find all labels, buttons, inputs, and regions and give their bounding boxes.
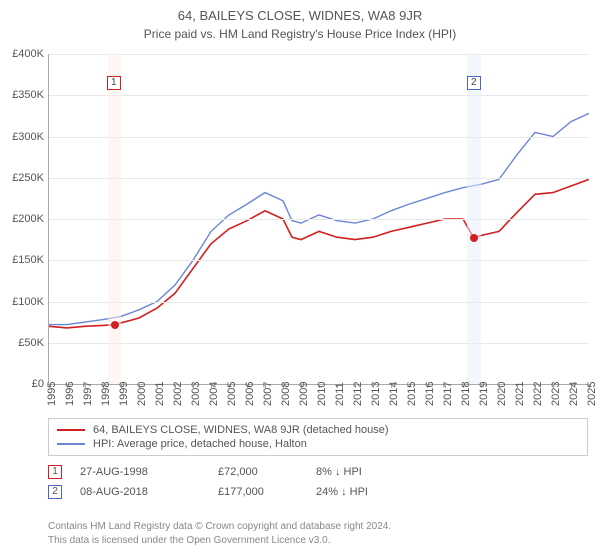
footer-line: Contains HM Land Registry data © Crown c… [48, 520, 588, 534]
y-tick-label: £400K [2, 48, 44, 60]
y-tick-label: £300K [2, 131, 44, 143]
x-tick-label: 2021 [514, 382, 526, 406]
x-tick-label: 2023 [550, 382, 562, 406]
highlight-band [108, 54, 122, 384]
transaction-row: 2 08-AUG-2018 £177,000 24% ↓ HPI [48, 482, 588, 502]
footer-attribution: Contains HM Land Registry data © Crown c… [48, 520, 588, 547]
transaction-date: 27-AUG-1998 [80, 466, 200, 478]
legend-label: HPI: Average price, detached house, Halt… [93, 438, 307, 450]
transaction-price: £177,000 [218, 486, 298, 498]
y-tick-label: £150K [2, 254, 44, 266]
transaction-row-marker: 1 [48, 465, 62, 479]
x-tick-label: 2004 [208, 382, 220, 406]
legend-swatch [57, 429, 85, 431]
transaction-pct-vs-hpi: 8% ↓ HPI [316, 466, 446, 478]
series-line [49, 179, 589, 328]
footer-line: This data is licensed under the Open Gov… [48, 534, 588, 548]
x-tick-label: 2013 [370, 382, 382, 406]
transaction-pct-vs-hpi: 24% ↓ HPI [316, 486, 446, 498]
x-tick-label: 2012 [352, 382, 364, 406]
x-tick-label: 1998 [100, 382, 112, 406]
x-tick-label: 2020 [496, 382, 508, 406]
transaction-date: 08-AUG-2018 [80, 486, 200, 498]
x-tick-label: 2017 [442, 382, 454, 406]
chart-legend: 64, BAILEYS CLOSE, WIDNES, WA8 9JR (deta… [48, 418, 588, 456]
x-tick-label: 2011 [334, 382, 346, 406]
x-tick-label: 1999 [118, 382, 130, 406]
y-gridline [49, 343, 589, 344]
x-tick-label: 2003 [190, 382, 202, 406]
y-gridline [49, 178, 589, 179]
transaction-marker: 1 [107, 76, 121, 90]
x-tick-label: 2015 [406, 382, 418, 406]
transactions-table: 1 27-AUG-1998 £72,000 8% ↓ HPI 2 08-AUG-2018 £… [48, 462, 588, 502]
x-tick-label: 1995 [46, 382, 58, 406]
y-gridline [49, 260, 589, 261]
y-tick-label: £0 [2, 378, 44, 390]
x-tick-label: 2019 [478, 382, 490, 406]
legend-label: 64, BAILEYS CLOSE, WIDNES, WA8 9JR (deta… [93, 424, 389, 436]
y-gridline [49, 137, 589, 138]
y-tick-label: £100K [2, 296, 44, 308]
x-tick-label: 2001 [154, 382, 166, 406]
figure-container: 64, BAILEYS CLOSE, WIDNES, WA8 9JR Price… [0, 0, 600, 560]
legend-row: HPI: Average price, detached house, Halt… [57, 437, 579, 451]
y-tick-label: £350K [2, 89, 44, 101]
transaction-dot [111, 321, 119, 329]
x-tick-label: 2008 [280, 382, 292, 406]
y-gridline [49, 95, 589, 96]
transaction-price: £72,000 [218, 466, 298, 478]
transaction-marker: 2 [467, 76, 481, 90]
transaction-row: 1 27-AUG-1998 £72,000 8% ↓ HPI [48, 462, 588, 482]
transaction-row-marker: 2 [48, 485, 62, 499]
x-tick-label: 1997 [82, 382, 94, 406]
y-tick-label: £50K [2, 337, 44, 349]
legend-swatch [57, 443, 85, 445]
y-gridline [49, 302, 589, 303]
y-gridline [49, 54, 589, 55]
y-tick-label: £250K [2, 172, 44, 184]
x-tick-label: 2025 [586, 382, 598, 406]
x-tick-label: 2016 [424, 382, 436, 406]
legend-row: 64, BAILEYS CLOSE, WIDNES, WA8 9JR (deta… [57, 423, 579, 437]
x-tick-label: 2024 [568, 382, 580, 406]
x-tick-label: 2010 [316, 382, 328, 406]
chart-plot-area: 12 [48, 54, 589, 385]
x-tick-label: 2002 [172, 382, 184, 406]
x-tick-label: 2009 [298, 382, 310, 406]
x-tick-label: 2000 [136, 382, 148, 406]
x-tick-label: 2005 [226, 382, 238, 406]
chart-subtitle: Price paid vs. HM Land Registry's House … [0, 23, 600, 47]
chart-title: 64, BAILEYS CLOSE, WIDNES, WA8 9JR [0, 0, 600, 23]
x-tick-label: 2014 [388, 382, 400, 406]
x-tick-label: 2006 [244, 382, 256, 406]
x-tick-label: 2022 [532, 382, 544, 406]
x-tick-label: 1996 [64, 382, 76, 406]
y-gridline [49, 219, 589, 220]
x-tick-label: 2007 [262, 382, 274, 406]
highlight-band [467, 54, 481, 384]
x-tick-label: 2018 [460, 382, 472, 406]
transaction-dot [470, 234, 478, 242]
y-tick-label: £200K [2, 213, 44, 225]
